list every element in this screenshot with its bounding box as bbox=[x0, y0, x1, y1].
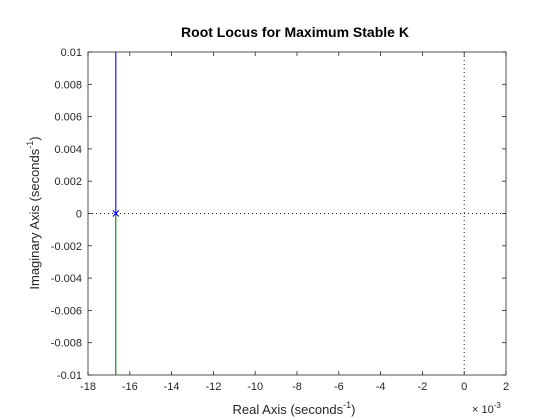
x-axis-exponent: × 10-3 bbox=[472, 401, 501, 416]
y-tick-label: 0.002 bbox=[54, 176, 82, 188]
chart-title: Root Locus for Maximum Stable K bbox=[181, 24, 409, 40]
y-tick-label: 0.01 bbox=[61, 47, 82, 59]
x-axis-ticks: -18 -16 -14 -12 -10 -8 -6 -4 -2 0 2 bbox=[80, 52, 509, 393]
y-axis-label: Imaginary Axis (seconds-1) bbox=[25, 136, 42, 289]
x-axis-label-superscript: -1 bbox=[343, 400, 351, 410]
pole-marker bbox=[112, 210, 120, 217]
y-tick-label: 0.008 bbox=[54, 79, 82, 91]
x-tick-label: -12 bbox=[205, 381, 221, 393]
x-axis-exponent-power: -3 bbox=[494, 401, 502, 410]
y-tick-label: -0.004 bbox=[51, 273, 82, 285]
y-tick-label: -0.006 bbox=[51, 305, 82, 317]
x-tick-label: -14 bbox=[164, 381, 180, 393]
y-axis-label-superscript: -1 bbox=[25, 141, 35, 149]
y-axis-ticks: 0.01 0.008 0.006 0.004 0.002 0 -0.002 -0.004 -0.… bbox=[51, 47, 506, 382]
x-tick-label: -6 bbox=[334, 381, 344, 393]
x-tick-label: 0 bbox=[461, 381, 467, 393]
y-axis-label-close: ) bbox=[27, 136, 42, 140]
y-tick-label: 0 bbox=[76, 209, 82, 221]
x-tick-label: -2 bbox=[418, 381, 428, 393]
x-tick-label: -10 bbox=[247, 381, 263, 393]
x-tick-label: -18 bbox=[80, 381, 96, 393]
reference-lines bbox=[88, 52, 506, 375]
x-axis-label: Real Axis (seconds-1) bbox=[233, 400, 356, 417]
y-tick-label: -0.008 bbox=[51, 338, 82, 350]
x-tick-label: -16 bbox=[122, 381, 138, 393]
x-tick-label: -8 bbox=[292, 381, 302, 393]
y-tick-label: 0.006 bbox=[54, 112, 82, 124]
poles-group bbox=[112, 210, 120, 217]
y-tick-label: -0.002 bbox=[51, 241, 82, 253]
y-tick-label: 0.004 bbox=[54, 144, 82, 156]
x-tick-label: -4 bbox=[376, 381, 386, 393]
x-axis-label-close: ) bbox=[351, 402, 355, 417]
x-tick-label: 2 bbox=[503, 381, 509, 393]
y-tick-label: -0.01 bbox=[57, 370, 82, 382]
